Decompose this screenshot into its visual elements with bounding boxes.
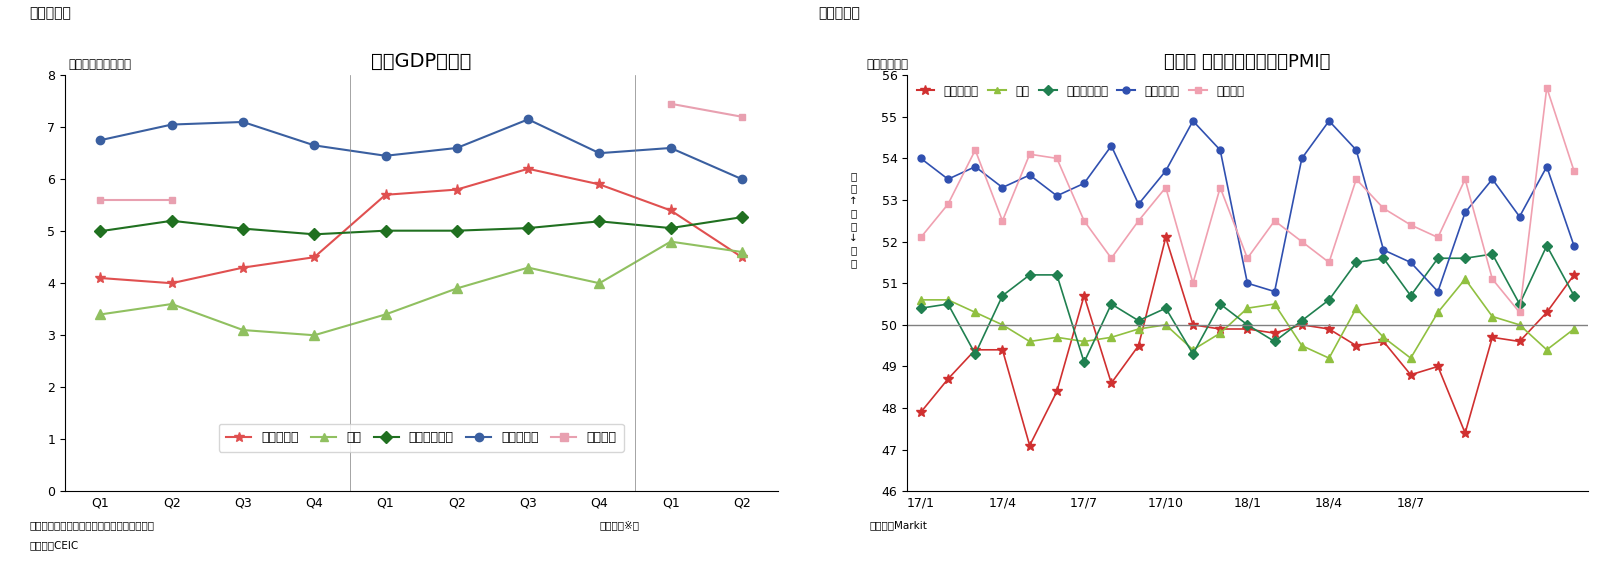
Legend: マレーシア, タイ, インドネシア, フィリピン, ベトナム: マレーシア, タイ, インドネシア, フィリピン, ベトナム xyxy=(914,81,1247,101)
Text: （図表２）: （図表２） xyxy=(818,6,860,20)
Text: 拡
張
↑
景
気
↓
縮
小: 拡 張 ↑ 景 気 ↓ 縮 小 xyxy=(849,171,859,268)
Text: （資料）CEIC: （資料）CEIC xyxy=(29,540,78,550)
Text: （ポイント）: （ポイント） xyxy=(867,58,909,71)
Title: 製造業 購買担当者指数（PMI）: 製造業 購買担当者指数（PMI） xyxy=(1165,53,1330,71)
Text: （前年同期比、％）: （前年同期比、％） xyxy=(68,58,131,71)
Title: 実質GDP成長率: 実質GDP成長率 xyxy=(371,52,471,71)
Text: （四半期※）: （四半期※） xyxy=(599,520,640,530)
Legend: マレーシア, タイ, インドネシア, フィリピン, ベトナム: マレーシア, タイ, インドネシア, フィリピン, ベトナム xyxy=(219,424,624,452)
Text: （資料）Markit: （資料）Markit xyxy=(870,520,928,530)
Text: （図表１）: （図表１） xyxy=(29,6,71,20)
Text: （注）ベトナムは年初来累計の前年同期比。: （注）ベトナムは年初来累計の前年同期比。 xyxy=(29,520,154,530)
